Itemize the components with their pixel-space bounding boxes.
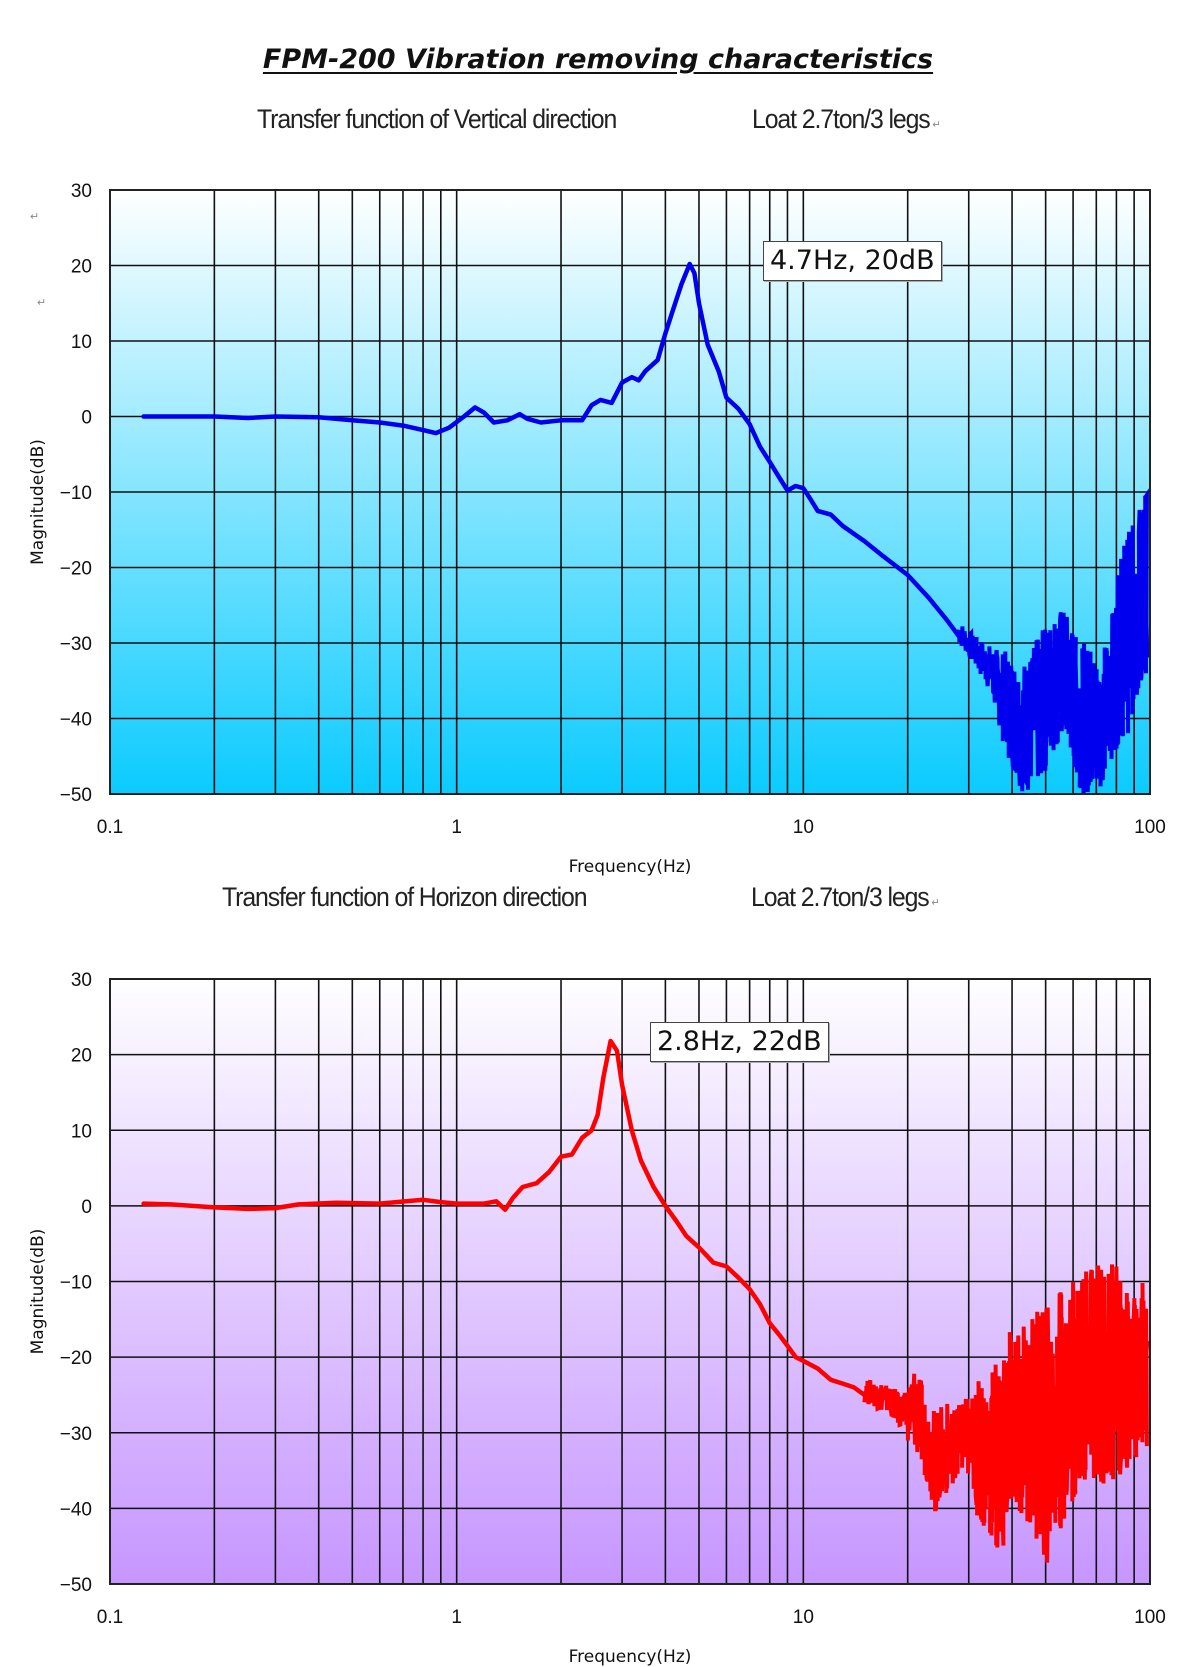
page-title-text: FPM-200 Vibration removing characteristi… <box>262 44 934 75</box>
y-tick-label: −10 <box>60 483 92 504</box>
horizontal-plot-frame <box>109 978 1151 1585</box>
y-tick-label: 10 <box>71 332 92 353</box>
y-tick-label: −20 <box>60 559 92 580</box>
vertical-chart-title: Transfer function of Vertical direction <box>257 104 617 135</box>
y-tick-label: 30 <box>71 970 92 991</box>
paragraph-mark-icon: ↵ <box>30 211 40 223</box>
horizontal-y-axis-label: Magnitude(dB) <box>28 1229 48 1355</box>
x-tick-label: 100 <box>1134 817 1166 838</box>
y-tick-label: 0 <box>81 408 92 429</box>
vertical-chart-title-text: Transfer function of Vertical direction <box>257 104 617 134</box>
paragraph-mark-icon: ↵ <box>932 119 940 131</box>
y-tick-label: −10 <box>60 1273 92 1294</box>
y-tick-label: 20 <box>71 1046 92 1067</box>
y-tick-label: 20 <box>71 257 92 278</box>
horizontal-trace <box>141 1038 867 1398</box>
y-tick-label: −20 <box>60 1348 92 1369</box>
vertical-trace <box>141 261 961 638</box>
y-tick-label: 0 <box>81 1197 92 1218</box>
vertical-plot-frame <box>109 189 1151 795</box>
x-tick-label: 10 <box>793 817 814 838</box>
page-title: FPM-200 Vibration removing characteristi… <box>0 44 1196 75</box>
x-tick-label: 10 <box>793 1607 814 1628</box>
y-tick-label: 10 <box>71 1121 92 1142</box>
horizontal-series <box>141 1038 1150 1563</box>
y-tick-label: −50 <box>60 1575 92 1596</box>
vertical-load-note-text: Loat 2.7ton/3 legs <box>752 104 931 134</box>
vertical-noisy-trace <box>956 488 1150 794</box>
y-tick-label: −30 <box>60 634 92 655</box>
horizontal-chart-title: Transfer function of Horizon direction <box>222 882 588 913</box>
y-tick-label: −40 <box>60 710 92 731</box>
paragraph-mark-icon: ↵ <box>931 897 939 909</box>
horizontal-noisy-trace <box>862 1264 1150 1563</box>
x-tick-label: 0.1 <box>97 1607 123 1628</box>
x-tick-label: 1 <box>451 817 462 838</box>
vertical-y-axis-label: Magnitude(dB) <box>28 439 48 565</box>
horizontal-chart-title-text: Transfer function of Horizon direction <box>222 882 588 912</box>
horizontal-load-note-text: Loat 2.7ton/3 legs <box>751 882 930 912</box>
vertical-x-axis-label: Frequency(Hz) <box>569 857 692 877</box>
y-tick-label: −40 <box>60 1499 92 1520</box>
horizontal-x-axis-label: Frequency(Hz) <box>569 1647 692 1667</box>
x-tick-label: 100 <box>1134 1607 1166 1628</box>
horizontal-peak-annotation: 2.8Hz, 22dB <box>650 1022 829 1062</box>
horizontal-load-note: Loat 2.7ton/3 legs ↵ <box>751 882 940 913</box>
y-tick-label: −30 <box>60 1424 92 1445</box>
vertical-peak-annotation: 4.7Hz, 20dB <box>763 241 942 281</box>
x-tick-label: 1 <box>451 1607 462 1628</box>
vertical-load-note: Loat 2.7ton/3 legs ↵ <box>752 104 941 135</box>
y-tick-label: −50 <box>60 785 92 806</box>
x-tick-label: 0.1 <box>97 817 123 838</box>
paragraph-mark-icon: ↵ <box>37 297 47 309</box>
y-tick-label: 30 <box>71 181 92 202</box>
vertical-series <box>141 261 1150 794</box>
